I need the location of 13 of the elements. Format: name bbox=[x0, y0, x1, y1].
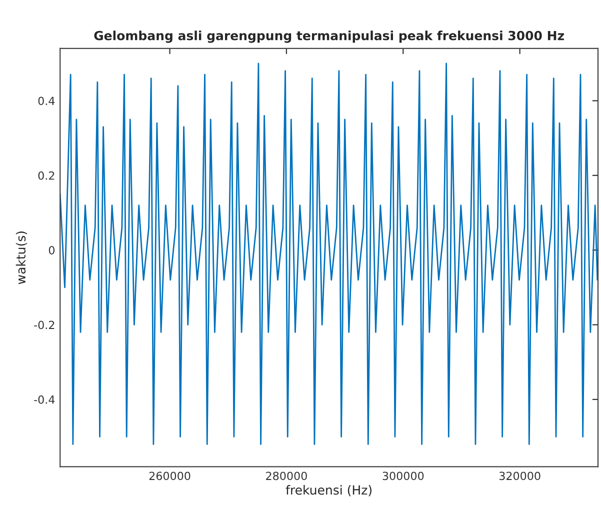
x-tick-label: 280000 bbox=[266, 472, 307, 480]
y-axis-title: waktu(s) bbox=[16, 232, 28, 284]
y-tick-label: -0.4 bbox=[34, 395, 55, 404]
line-series bbox=[60, 62, 598, 445]
y-tick-label: 0.4 bbox=[38, 96, 55, 106]
x-tick-label: 260000 bbox=[149, 472, 190, 480]
y-tick-label: 0 bbox=[48, 246, 54, 254]
y-tick-label: 0.2 bbox=[38, 171, 54, 180]
chart-title: Gelombang asli garengpung termanipulasi peak frekuensi 3000 Hz bbox=[94, 30, 564, 43]
x-axis-title: frekuensi (Hz) bbox=[286, 485, 372, 496]
x-tick-label: 320000 bbox=[499, 472, 540, 480]
y-tick-label: -0.2 bbox=[34, 320, 54, 330]
x-tick-label: 300000 bbox=[382, 472, 424, 480]
